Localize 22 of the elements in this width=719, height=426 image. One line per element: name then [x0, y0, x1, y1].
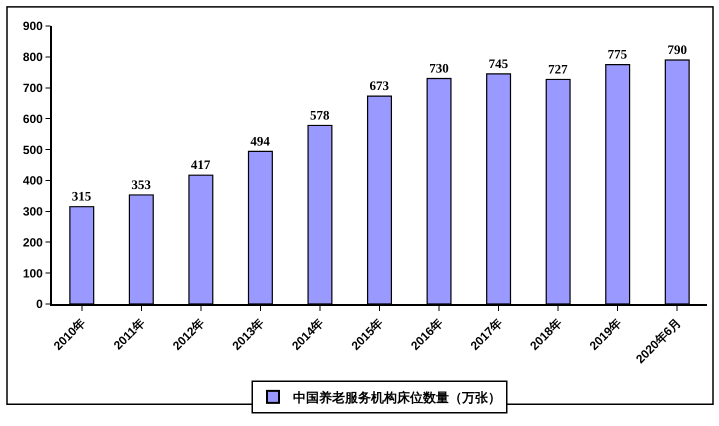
- data-label: 727: [548, 61, 568, 76]
- data-label: 673: [370, 78, 390, 94]
- data-label: 775: [608, 46, 628, 62]
- data-label: 417: [190, 157, 211, 172]
- y-tick-label: 400: [22, 174, 44, 188]
- y-tick-label: 700: [22, 80, 44, 95]
- y-tick-label: 300: [22, 204, 44, 219]
- y-tick-label: 0: [36, 297, 44, 312]
- data-label: 730: [429, 60, 449, 76]
- y-tick-label: 500: [22, 142, 44, 157]
- legend-label: 中国养老服务机构床位数量（万张）: [293, 390, 501, 405]
- y-tick-label: 800: [22, 50, 44, 64]
- y-tick-label: 900: [22, 19, 44, 34]
- data-label: 494: [250, 133, 270, 148]
- y-tick-label: 100: [22, 266, 44, 280]
- data-label: 578: [310, 107, 330, 122]
- y-tick-label: 600: [22, 112, 44, 126]
- data-label: 745: [488, 56, 509, 71]
- data-label: 790: [667, 42, 687, 57]
- data-label: 315: [72, 188, 92, 204]
- y-tick-label: 200: [22, 235, 44, 250]
- data-label: 353: [131, 176, 152, 192]
